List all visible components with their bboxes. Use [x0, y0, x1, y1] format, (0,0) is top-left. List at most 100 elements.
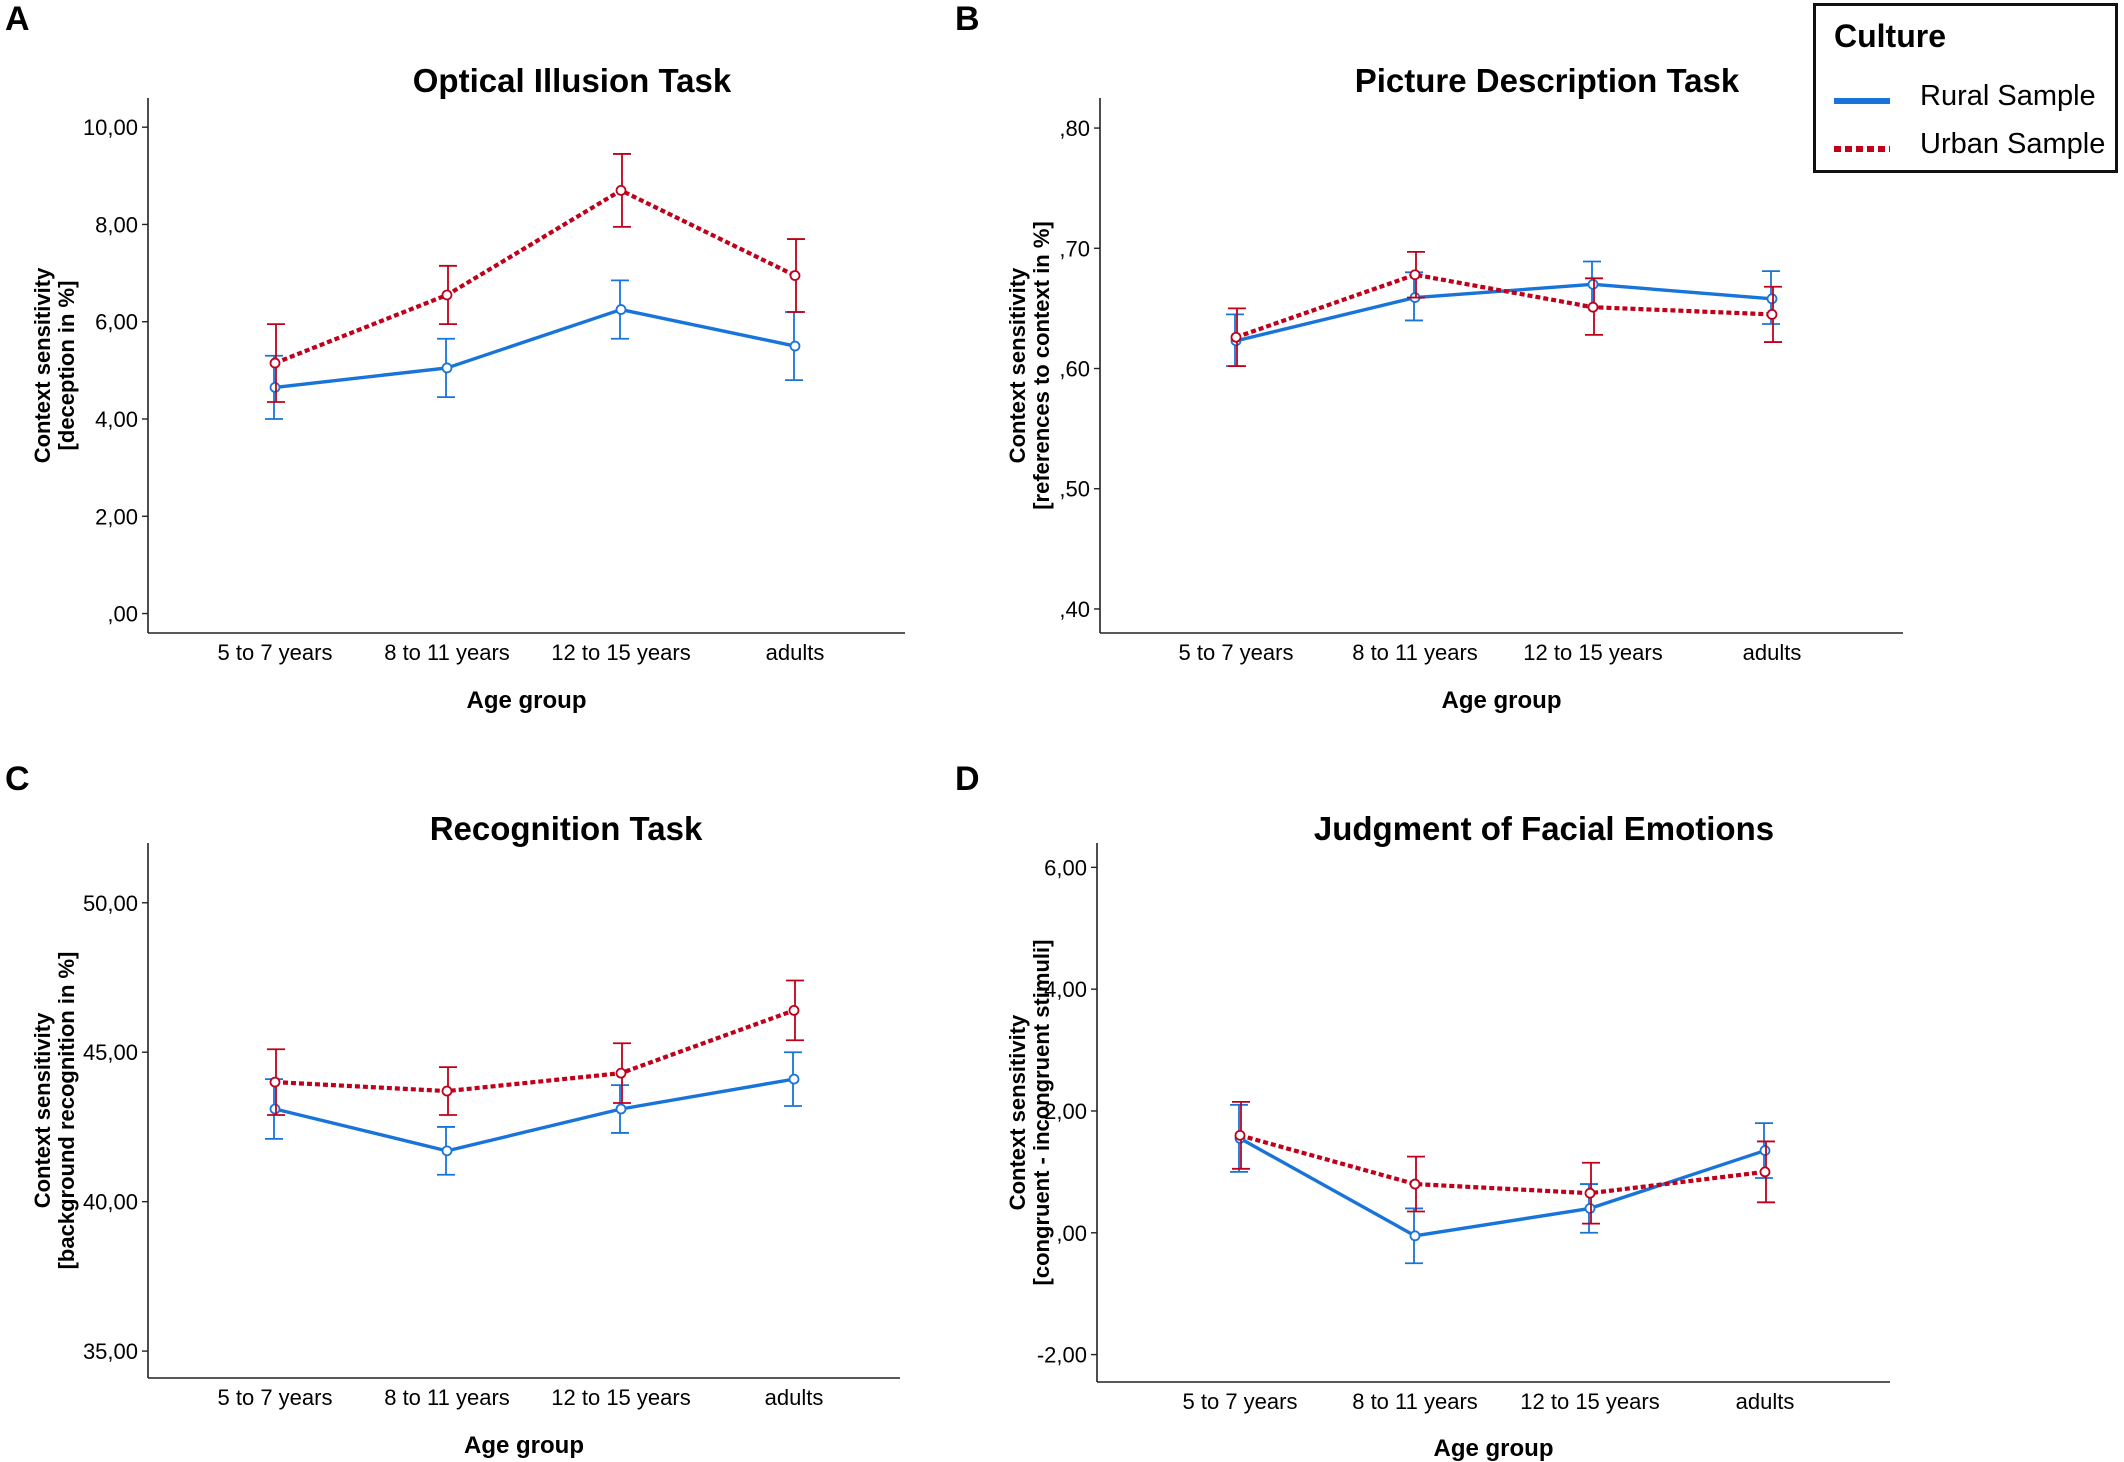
p2-rural-point [1587, 278, 1599, 290]
p2-rural-point [1766, 293, 1778, 305]
p2-y-label-line-2: [references to context in %] [1029, 221, 1054, 510]
p4-xtick-label: 12 to 15 years [1520, 1389, 1659, 1414]
p3-urban-point [615, 1067, 627, 1079]
p1-urban-point [269, 357, 281, 369]
legend-swatch-rural [1834, 98, 1890, 104]
p3-x-label: Age group [464, 1432, 584, 1459]
p1-title: Optical Illusion Task [413, 62, 732, 99]
p3-urban-point [269, 1076, 281, 1088]
p1-ytick-label: 8,00 [95, 212, 138, 237]
p3-ytick-label: 40,00 [83, 1190, 138, 1215]
p2-ytick-label: ,50 [1059, 477, 1090, 502]
panel-letter-a: A [5, 0, 30, 38]
p3-series-urban-line [274, 1008, 795, 1094]
p2-urban-point [1230, 331, 1242, 343]
p4-ytick-label: 6,00 [1044, 855, 1087, 880]
p4-urban-point [1409, 1178, 1421, 1190]
p1-x-label: Age group [467, 687, 587, 714]
p3-rural-point [441, 1145, 453, 1157]
p2-series-urban-line [1235, 272, 1773, 340]
p3-rural-point [269, 1103, 281, 1115]
legend-label-urban: Urban Sample [1920, 128, 2106, 160]
legend-label-rural: Rural Sample [1920, 80, 2096, 112]
p4-urban-point [1584, 1187, 1596, 1199]
p4-y-label-line-1: Context sensitivity [1005, 1014, 1030, 1210]
p1-xtick-label: 8 to 11 years [384, 640, 510, 665]
p1-ytick-label: 10,00 [83, 115, 138, 140]
legend-item-urban: Urban Sample [1834, 128, 2114, 168]
p1-urban-point [441, 289, 453, 301]
p4-series-urban-line [1239, 1133, 1766, 1196]
p2-ytick-label: ,60 [1059, 357, 1090, 382]
p1-ytick-label: 4,00 [95, 407, 138, 432]
p3-title: Recognition Task [430, 810, 703, 847]
p2-y-label-line-1: Context sensitivity [1005, 267, 1030, 463]
p3-xtick-label: 5 to 7 years [218, 1385, 333, 1410]
legend-swatch-urban [1834, 146, 1890, 152]
p1-series-urban-line [274, 188, 796, 366]
p4-xtick-label: 5 to 7 years [1183, 1389, 1298, 1414]
p1-rural-point [269, 381, 281, 393]
p2-ytick-label: ,40 [1059, 597, 1090, 622]
p1-xtick-label: 12 to 15 years [551, 640, 690, 665]
p4-x-label: Age group [1434, 1435, 1554, 1462]
p3-rural-point [788, 1073, 800, 1085]
p3-ytick-label: 35,00 [83, 1339, 138, 1364]
p3-y-label-line-1: Context sensitivity [30, 1012, 55, 1208]
p2-xtick-label: 12 to 15 years [1523, 640, 1662, 665]
p3-y-label-line-2: [background recognition in %] [54, 952, 79, 1270]
p1-rural-point [615, 304, 627, 315]
legend-item-rural: Rural Sample [1834, 80, 2114, 120]
p4-xtick-label: adults [1736, 1389, 1795, 1414]
p4-ytick-label: -2,00 [1037, 1343, 1087, 1368]
p4-xtick-label: 8 to 11 years [1352, 1389, 1478, 1414]
p2-ytick-label: ,80 [1059, 116, 1090, 141]
p4-ytick-label: 4,00 [1044, 977, 1087, 1002]
p1-ytick-label: 2,00 [95, 504, 138, 529]
p4-rural-point [1409, 1230, 1421, 1242]
p1-ytick-label: 6,00 [95, 310, 138, 335]
p4-rural-point [1584, 1203, 1596, 1214]
legend-title: Culture [1834, 18, 1946, 54]
p1-xtick-label: adults [766, 640, 825, 665]
panel-letter-c: C [5, 760, 30, 798]
p2-urban-point [1409, 269, 1421, 281]
p2-xtick-label: 5 to 7 years [1179, 640, 1294, 665]
p2-urban-point [1587, 301, 1599, 313]
p3-series-rural-line [274, 1077, 795, 1153]
p1-urban-point [615, 185, 627, 196]
p3-urban-point [788, 1004, 800, 1016]
p1-xtick-label: 5 to 7 years [218, 640, 333, 665]
p3-urban-point [441, 1085, 453, 1097]
legend: Culture Rural Sample Urban Sample [1813, 3, 2118, 173]
p2-ytick-label: ,70 [1059, 236, 1090, 261]
panel-letter-b: B [955, 0, 980, 38]
p2-urban-point [1766, 309, 1778, 320]
p1-rural-point [441, 362, 453, 374]
p4-y-label-line-2: [congruent - incongruent stimuli] [1029, 940, 1054, 1286]
p3-xtick-label: 12 to 15 years [551, 1385, 690, 1410]
p3-ytick-label: 50,00 [83, 891, 138, 916]
p2-xtick-label: adults [1743, 640, 1802, 665]
p2-x-label: Age group [1442, 687, 1562, 714]
p2-title: Picture Description Task [1355, 62, 1740, 99]
p4-urban-point [1759, 1166, 1771, 1178]
p4-series-rural-line [1239, 1136, 1766, 1238]
p3-ytick-label: 45,00 [83, 1040, 138, 1065]
p1-urban-point [789, 270, 801, 281]
p4-ytick-label: ,00 [1056, 1221, 1087, 1246]
p1-rural-point [789, 340, 801, 352]
p4-rural-point [1759, 1145, 1771, 1156]
p1-series-rural-line [274, 307, 796, 390]
p4-ytick-label: 2,00 [1044, 1099, 1087, 1124]
p1-y-label-line-1: Context sensitivity [30, 267, 55, 463]
p4-urban-point [1234, 1129, 1246, 1141]
p1-ytick-label: ,00 [107, 602, 138, 627]
p1-y-label-line-2: [deception in %] [54, 281, 79, 451]
p3-xtick-label: 8 to 11 years [384, 1385, 510, 1410]
panel-letter-d: D [955, 760, 980, 798]
p3-xtick-label: adults [765, 1385, 824, 1410]
p2-xtick-label: 8 to 11 years [1352, 640, 1478, 665]
p3-rural-point [615, 1103, 627, 1115]
